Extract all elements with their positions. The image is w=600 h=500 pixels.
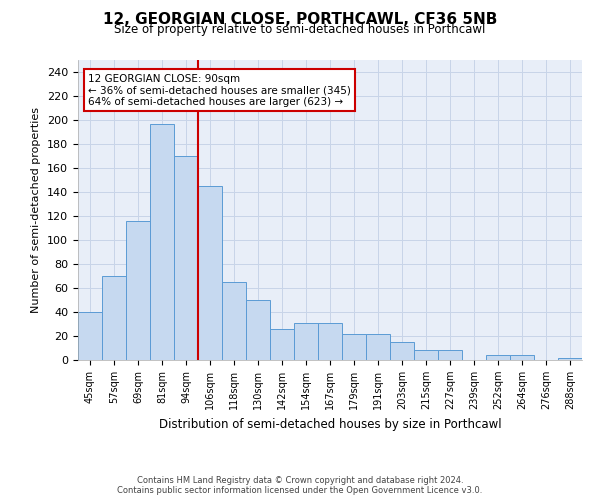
Bar xyxy=(366,334,390,360)
Bar xyxy=(486,355,510,360)
Text: 12 GEORGIAN CLOSE: 90sqm
← 36% of semi-detached houses are smaller (345)
64% of : 12 GEORGIAN CLOSE: 90sqm ← 36% of semi-d… xyxy=(88,74,351,106)
Bar xyxy=(510,355,534,360)
Bar xyxy=(318,323,342,360)
Bar xyxy=(342,334,366,360)
X-axis label: Distribution of semi-detached houses by size in Porthcawl: Distribution of semi-detached houses by … xyxy=(158,418,502,430)
Y-axis label: Number of semi-detached properties: Number of semi-detached properties xyxy=(31,107,41,313)
Bar xyxy=(150,124,174,360)
Text: Size of property relative to semi-detached houses in Porthcawl: Size of property relative to semi-detach… xyxy=(115,22,485,36)
Text: Contains HM Land Registry data © Crown copyright and database right 2024.
Contai: Contains HM Land Registry data © Crown c… xyxy=(118,476,482,495)
Bar xyxy=(294,323,318,360)
Bar xyxy=(414,350,438,360)
Bar xyxy=(558,358,582,360)
Bar xyxy=(174,156,198,360)
Bar xyxy=(246,300,270,360)
Bar xyxy=(222,282,246,360)
Bar xyxy=(438,350,462,360)
Bar xyxy=(126,221,150,360)
Bar xyxy=(270,329,294,360)
Bar xyxy=(78,312,102,360)
Bar xyxy=(102,276,126,360)
Bar xyxy=(390,342,414,360)
Bar xyxy=(198,186,222,360)
Text: 12, GEORGIAN CLOSE, PORTHCAWL, CF36 5NB: 12, GEORGIAN CLOSE, PORTHCAWL, CF36 5NB xyxy=(103,12,497,28)
